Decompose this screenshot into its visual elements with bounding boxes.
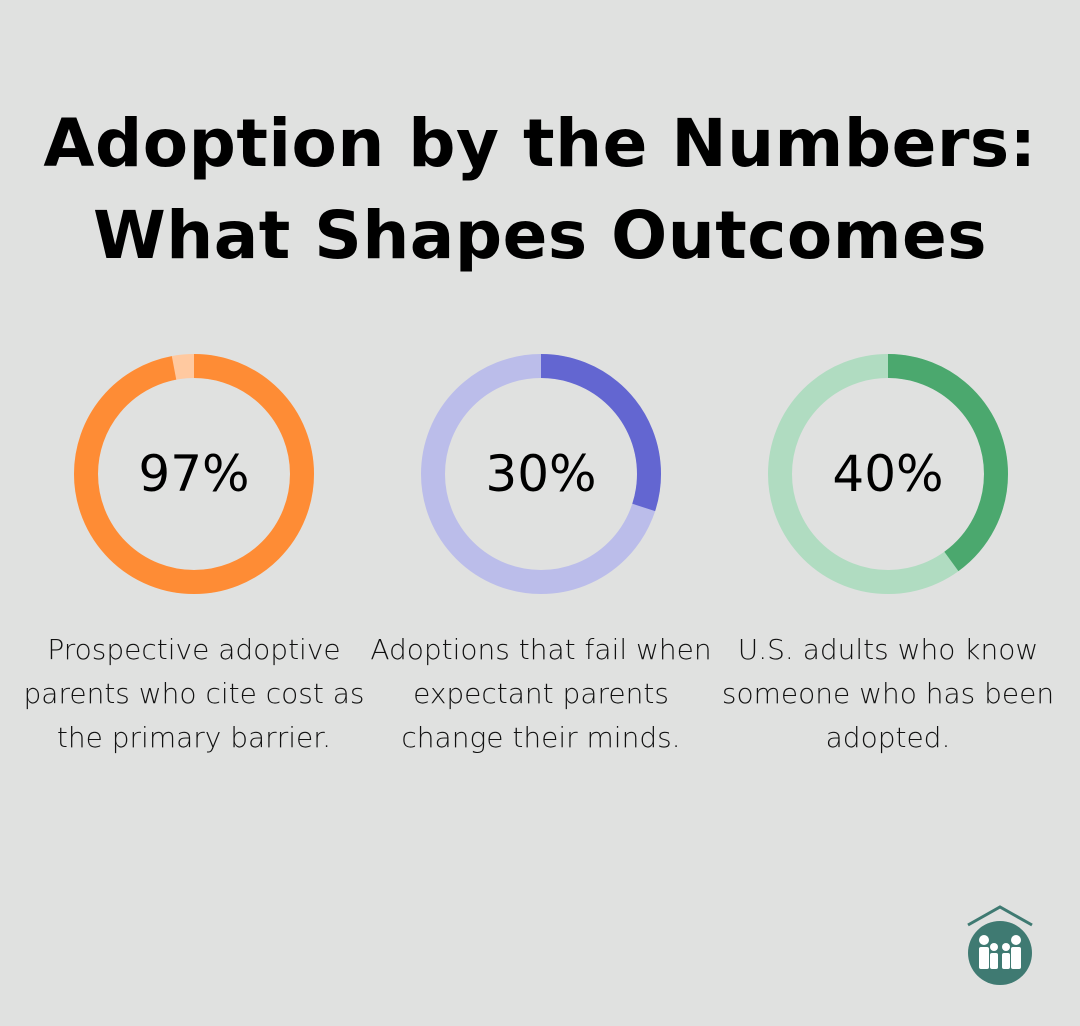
donut-value-arc bbox=[421, 354, 661, 594]
title-line-1: Adoption by the Numbers: bbox=[43, 105, 1037, 182]
donut-value-arc bbox=[74, 354, 314, 594]
percent-label: 40% bbox=[832, 445, 944, 503]
donut-chart bbox=[421, 354, 661, 594]
page-title: Adoption by the Numbers: What Shapes Out… bbox=[0, 98, 1080, 282]
donut-chart bbox=[74, 354, 314, 594]
percent-label: 97% bbox=[138, 445, 250, 503]
percent-label: 30% bbox=[485, 445, 597, 503]
donut-value-arc bbox=[768, 354, 1008, 594]
family-home-logo-icon bbox=[967, 905, 1033, 985]
stat-description: U.S. adults who know someone who has bee… bbox=[721, 633, 1055, 754]
stat-description: Adoptions that fail when expectant paren… bbox=[370, 633, 712, 754]
stat-description: Prospective adoptive parents who cite co… bbox=[23, 633, 365, 754]
donut-chart bbox=[768, 354, 1008, 594]
title-line-2: What Shapes Outcomes bbox=[92, 197, 988, 274]
